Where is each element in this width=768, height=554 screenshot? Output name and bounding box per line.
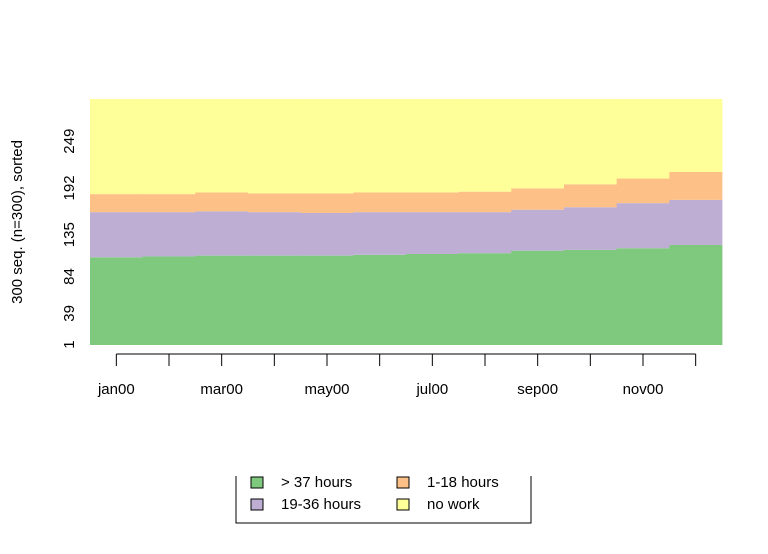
- sequence-block: [353, 212, 407, 255]
- sequence-block: [353, 192, 407, 213]
- sequence-block: [300, 193, 354, 213]
- legend-box: [235, 476, 532, 524]
- sequence-block: [406, 253, 460, 345]
- y-tick-label: 192: [61, 175, 78, 200]
- x-tick-label: jan00: [97, 381, 135, 398]
- sequence-block: [353, 99, 407, 193]
- legend-label: > 37 hours: [281, 474, 352, 491]
- sequence-block: [669, 244, 723, 345]
- y-tick-label: 135: [61, 222, 78, 247]
- sequence-block: [669, 171, 723, 200]
- sequence-block: [564, 207, 618, 250]
- sequence-block: [300, 255, 354, 345]
- y-tick-label: 249: [61, 129, 78, 154]
- sequence-block: [669, 199, 723, 245]
- sequence-block: [248, 212, 302, 256]
- x-tick-label: may00: [304, 381, 349, 398]
- sequence-block: [669, 99, 723, 172]
- sequence-block: [511, 209, 565, 251]
- sequence-block: [142, 212, 196, 257]
- sequence-block: [511, 188, 565, 210]
- legend-label: 19-36 hours: [281, 496, 361, 513]
- sequence-block: [195, 211, 249, 256]
- sequence-block: [458, 212, 512, 254]
- sequence-block: [90, 212, 144, 258]
- sequence-block: [616, 178, 670, 204]
- legend-swatch: [396, 498, 410, 511]
- sequence-block: [195, 99, 249, 193]
- sequence-block: [300, 99, 354, 194]
- sequence-block: [406, 99, 460, 193]
- x-tick-label: sep00: [517, 381, 558, 398]
- y-tick-label: 1: [61, 340, 78, 348]
- legend-swatch: [396, 476, 410, 489]
- legend: > 37 hours 19-36 hours 1-18 hours no work: [235, 474, 532, 524]
- legend-label: 1-18 hours: [427, 474, 499, 491]
- sequence-block: [564, 184, 618, 208]
- y-axis-label: 300 seq. (n=300), sorted: [9, 140, 26, 304]
- sequence-block: [616, 203, 670, 249]
- sequence-block: [564, 99, 618, 185]
- sequence-block: [195, 255, 249, 345]
- sequence-block: [195, 192, 249, 212]
- sequence-block: [511, 250, 565, 345]
- sequence-block: [458, 191, 512, 213]
- sequence-block: [406, 212, 460, 254]
- sequence-block: [90, 99, 144, 195]
- sequence-block: [142, 256, 196, 345]
- sequence-block: [90, 194, 144, 213]
- sequence-block: [353, 254, 407, 345]
- sequence-block: [248, 99, 302, 194]
- sequence-block: [142, 194, 196, 213]
- sequence-block: [458, 253, 512, 345]
- sequence-block: [142, 99, 196, 195]
- sequence-block: [300, 212, 354, 256]
- y-tick-label: 84: [61, 268, 78, 285]
- legend-label: no work: [427, 496, 480, 513]
- sequence-block: [616, 99, 670, 179]
- x-tick-label: mar00: [200, 381, 243, 398]
- sequence-block: [564, 249, 618, 345]
- sequence-block: [248, 193, 302, 213]
- sequence-block: [511, 99, 565, 189]
- sequence-block: [90, 257, 144, 345]
- x-tick-label: jul00: [415, 381, 448, 398]
- sequence-block: [248, 255, 302, 345]
- y-tick-label: 39: [61, 305, 78, 322]
- legend-swatch: [250, 498, 264, 511]
- sequence-block: [406, 192, 460, 213]
- x-tick-label: nov00: [623, 381, 664, 398]
- legend-swatch: [250, 476, 264, 489]
- sequence-block: [616, 248, 670, 345]
- sequence-block: [458, 99, 512, 192]
